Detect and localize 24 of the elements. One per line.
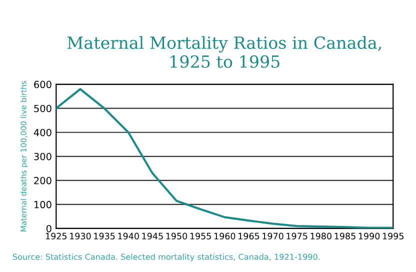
x-tick-label: 1935: [94, 232, 115, 240]
y-tick-label: 400: [34, 128, 52, 136]
y-tick-label: 200: [34, 176, 52, 184]
x-tick-label: 1925: [46, 232, 67, 240]
chart-title: Maternal Mortality Ratios in Canada, 1925 to 1995: [67, 36, 382, 68]
x-tick-label: 1975: [286, 232, 308, 240]
x-tick-label: 1990: [358, 232, 380, 240]
source-note: Source: Statistics Canada. Selected mortality statistics, Canada, 1921-1990.: [13, 254, 320, 262]
y-tick-label: 100: [34, 200, 52, 208]
x-tick-label: 1970: [262, 232, 284, 240]
x-tick-label: 1980: [310, 232, 332, 240]
x-tick-label: 1995: [382, 232, 404, 240]
y-tick-label: 600: [34, 80, 52, 88]
x-tick-label: 1950: [166, 232, 188, 240]
x-tick-label: 1955: [190, 232, 211, 240]
x-tick-label: 1965: [238, 232, 260, 240]
x-tick-label: 1985: [334, 232, 356, 240]
x-tick-label: 1960: [214, 232, 236, 240]
x-tick-label: 1940: [118, 232, 139, 240]
y-tick-label: 300: [34, 152, 52, 160]
x-tick-label: 1930: [70, 232, 91, 240]
y-tick-label: 500: [34, 104, 52, 112]
x-tick-label: 1945: [142, 232, 163, 240]
y-tick-label: 0: [46, 224, 52, 232]
